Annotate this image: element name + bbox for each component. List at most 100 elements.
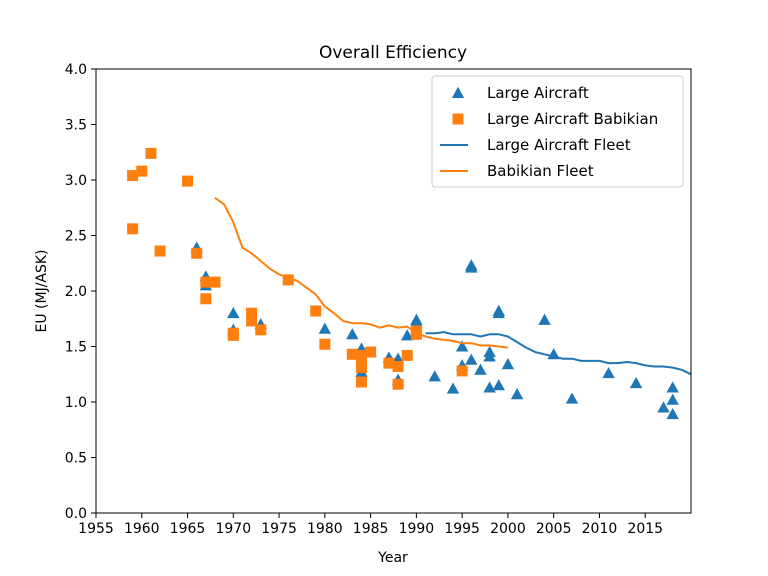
data-point-0-38	[657, 401, 670, 413]
data-point-1-29	[410, 328, 422, 340]
data-point-1-16	[310, 305, 322, 317]
data-point-1-30	[456, 365, 468, 377]
legend-label: Babikian Fleet	[487, 162, 594, 180]
chart-title: Overall Efficiency	[319, 43, 467, 63]
data-point-1-27	[401, 349, 413, 361]
legend-frame	[431, 75, 684, 188]
data-point-1-6	[191, 247, 203, 259]
data-point-1-3	[145, 147, 157, 159]
y-tick-label: 1.5	[65, 340, 87, 356]
data-point-0-19	[455, 340, 469, 352]
x-tick-label: 1975	[261, 521, 297, 537]
data-point-1-20	[355, 356, 367, 368]
series-0	[190, 241, 679, 420]
x-tick-label: 2005	[536, 521, 572, 537]
y-axis: 0.0 0.5 1.0 1.5 2.0 2.5 3.0 3.5 4.0	[65, 62, 96, 522]
series-3	[214, 196, 509, 349]
data-point-1-18	[346, 348, 358, 360]
x-tick-label: 1970	[215, 521, 251, 537]
data-point-0-36	[602, 366, 615, 379]
data-point-1-21	[355, 362, 367, 374]
legend-item-3: Babikian Fleet	[440, 162, 594, 180]
x-tick-label: 2000	[490, 521, 526, 537]
data-point-0-33	[538, 313, 551, 325]
data-point-0-17	[428, 370, 441, 382]
data-point-1-14	[255, 324, 267, 336]
data-point-1-8	[200, 293, 212, 305]
series-line-2	[425, 331, 692, 376]
data-point-1-13	[246, 315, 258, 327]
x-tick-label: 1960	[124, 521, 160, 537]
data-point-0-29	[492, 307, 505, 319]
y-axis-title: EU (MJ/ASK)	[34, 249, 50, 332]
data-point-1-2	[136, 165, 148, 177]
data-point-0-23	[465, 353, 478, 365]
data-point-1-7	[200, 276, 212, 288]
data-point-1-1	[127, 223, 139, 235]
data-point-0-16	[410, 315, 423, 328]
data-point-0-7	[346, 328, 359, 340]
data-point-0-18	[446, 382, 460, 394]
legend-item-1: Large Aircraft Babikian	[452, 110, 658, 128]
data-point-1-12	[246, 307, 258, 319]
data-point-0-22	[465, 261, 478, 273]
data-point-0-24	[474, 363, 487, 375]
legend-marker-swatch	[451, 86, 465, 98]
series-2	[425, 331, 692, 376]
data-point-0-35	[565, 392, 579, 404]
data-point-0-32	[510, 388, 524, 400]
data-point-0-6	[318, 322, 332, 334]
data-point-0-30	[492, 379, 505, 391]
x-tick-label: 1955	[78, 521, 114, 537]
data-point-0-14	[401, 329, 414, 341]
x-axis-title: Year	[377, 550, 408, 566]
legend-item-0: Large Aircraft	[451, 84, 589, 102]
y-tick-label: 4.0	[65, 62, 87, 78]
data-point-1-9	[209, 276, 221, 288]
x-tick-label: 1980	[307, 521, 343, 537]
legend-label: Large Aircraft Babikian	[487, 110, 658, 128]
x-tick-label: 1995	[444, 521, 480, 537]
series-layer	[127, 147, 692, 420]
legend: Large Aircraft Large Aircraft Babikian Lar…	[431, 75, 684, 188]
data-point-1-26	[392, 378, 404, 390]
data-point-0-31	[501, 358, 515, 370]
data-point-0-39	[666, 381, 679, 393]
data-point-0-41	[666, 408, 679, 420]
data-point-1-0	[127, 170, 139, 182]
x-axis: 1955 1960 1965 1970 1975 1980 1985 1990 1995 2000…	[78, 513, 663, 537]
data-point-1-11	[227, 329, 239, 341]
data-point-0-3	[227, 307, 240, 319]
data-point-1-4	[154, 245, 166, 257]
y-tick-label: 2.5	[65, 229, 87, 245]
legend-item-2: Large Aircraft Fleet	[440, 136, 631, 154]
legend-marker-swatch	[452, 113, 464, 125]
y-tick-label: 0.5	[65, 451, 87, 467]
data-point-0-12	[391, 352, 405, 364]
data-point-1-19	[355, 349, 367, 361]
x-tick-label: 1990	[399, 521, 435, 537]
data-point-1-17	[319, 338, 331, 350]
data-point-1-25	[392, 360, 404, 372]
series-1	[127, 147, 468, 390]
data-point-1-23	[365, 346, 377, 358]
x-tick-label: 1985	[353, 521, 389, 537]
y-tick-label: 0.0	[65, 506, 87, 522]
data-point-1-5	[182, 175, 194, 187]
data-point-1-15	[282, 274, 294, 286]
legend-label: Large Aircraft Fleet	[487, 136, 631, 154]
y-tick-label: 2.0	[65, 284, 87, 300]
data-point-0-26	[483, 350, 496, 362]
x-tick-label: 1965	[170, 521, 206, 537]
y-tick-label: 1.0	[65, 395, 87, 411]
y-tick-label: 3.0	[65, 173, 87, 189]
data-point-0-40	[666, 393, 679, 405]
data-point-0-27	[483, 381, 496, 393]
x-tick-label: 2010	[582, 521, 618, 537]
data-point-0-37	[629, 376, 643, 389]
y-tick-label: 3.5	[65, 118, 87, 134]
x-tick-label: 2015	[627, 521, 663, 537]
legend-label: Large Aircraft	[487, 84, 589, 102]
series-line-3	[214, 196, 509, 349]
